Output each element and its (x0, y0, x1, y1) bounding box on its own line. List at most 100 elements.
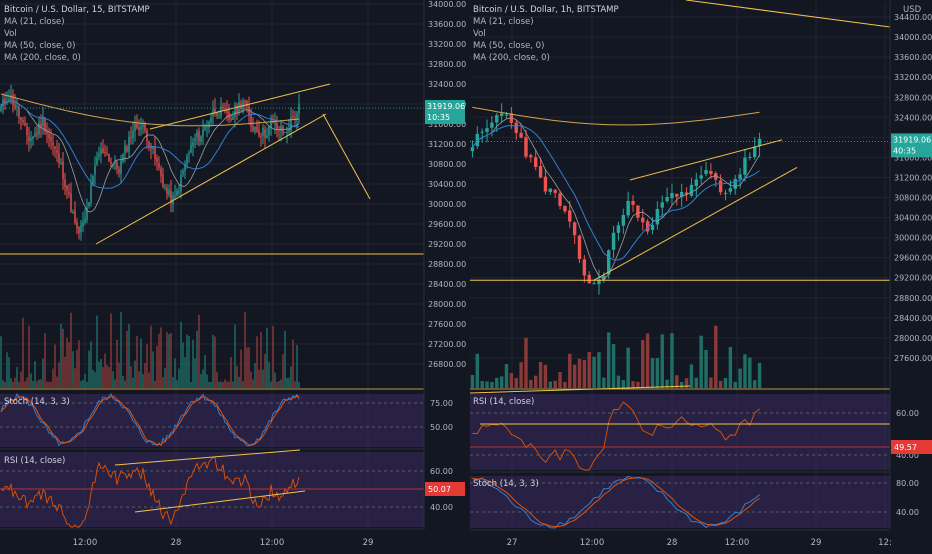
osc-tick-label: 75.00 (430, 399, 453, 408)
volume-bar (665, 379, 669, 388)
volume-bar (78, 340, 80, 388)
volume-bar (268, 362, 270, 388)
oscillator-band (0, 452, 424, 527)
volume-bar (124, 380, 126, 388)
candle (202, 129, 204, 137)
candle (616, 225, 621, 233)
candle (178, 191, 180, 193)
volume-bar (274, 372, 276, 388)
volume-bar (60, 323, 62, 388)
volume-bar (480, 381, 484, 388)
volume-bar (12, 381, 14, 388)
rsi-badge-value: 49.57 (894, 443, 917, 452)
volume-bar (68, 342, 70, 388)
long-trendline[interactable] (685, 0, 891, 28)
candle (553, 189, 557, 193)
volume-bar (14, 377, 16, 388)
candle (88, 202, 90, 207)
volume-bar (194, 358, 196, 388)
volume-bar (270, 381, 272, 388)
candle (733, 178, 737, 189)
candle (606, 250, 611, 275)
rsi-badge-value: 50.07 (428, 485, 451, 494)
y-tick-label: 33600.00 (428, 20, 466, 29)
candle (56, 150, 58, 153)
candle (194, 138, 196, 141)
wedge-lower-trendline[interactable] (95, 113, 327, 245)
rsi-trendline[interactable] (134, 490, 306, 513)
candle (196, 131, 198, 138)
candle (244, 100, 246, 103)
candle (110, 161, 112, 164)
candle (296, 113, 298, 120)
price-badge-countdown: 40:35 (893, 146, 916, 155)
candle (286, 132, 288, 134)
volume-bar (641, 339, 645, 388)
oscillator-band (470, 476, 890, 528)
x-tick-label: 12:00 (260, 538, 285, 548)
volume-bar (470, 374, 475, 388)
candle (230, 118, 232, 120)
wedge-upper-trendline[interactable] (149, 83, 331, 130)
volume-bar (276, 381, 278, 388)
candle (704, 169, 708, 175)
volume-bar (120, 312, 122, 388)
candle (52, 142, 54, 146)
right-legend-ma21: MA (21, close) (473, 17, 534, 27)
volume-bar (597, 352, 601, 388)
volume-bar (160, 327, 162, 388)
projection-line[interactable] (322, 113, 371, 200)
volume-bar (226, 381, 228, 388)
volume-bar (655, 357, 660, 388)
candle (72, 212, 74, 214)
candle (168, 189, 170, 195)
candle (272, 122, 274, 124)
volume-bar (192, 339, 194, 388)
candle (752, 146, 757, 158)
candle (475, 133, 480, 147)
candle (176, 190, 178, 196)
volume-bar (519, 362, 523, 388)
candle (40, 123, 42, 128)
x-tick-label: 27 (507, 538, 518, 548)
candle (529, 155, 533, 158)
candle (182, 171, 184, 174)
volume-bar (278, 380, 280, 388)
candle (602, 275, 606, 280)
candle (582, 259, 587, 276)
y-tick-label: 28000.00 (894, 334, 932, 343)
volume-bar (166, 332, 168, 388)
candle (292, 116, 294, 118)
volume-bar (616, 375, 621, 388)
candle (675, 193, 679, 197)
candle (699, 175, 703, 179)
candle (118, 169, 120, 173)
candle (62, 161, 64, 179)
volume-bar (214, 336, 216, 388)
volume-bar (286, 378, 288, 388)
volume-bar (6, 352, 8, 388)
y-tick-label: 30800.00 (894, 194, 932, 203)
volume-bar (738, 368, 742, 388)
rsi-trendline[interactable] (114, 449, 301, 466)
osc-tick-label: 40.00 (896, 508, 919, 517)
wedge-lower-trendline[interactable] (593, 167, 798, 281)
volume-bar (66, 337, 68, 388)
wedge-upper-trendline[interactable] (629, 139, 783, 181)
volume-bar (288, 377, 290, 388)
volume-bar (699, 335, 703, 388)
volume-bar (88, 350, 90, 388)
candle (548, 188, 553, 193)
y-tick-label: 31200.00 (428, 140, 466, 149)
volume-bar (150, 325, 152, 388)
candle (495, 115, 499, 123)
rsi-trendline[interactable] (469, 385, 691, 394)
rsi-badge (891, 440, 932, 454)
volume-bar (290, 366, 292, 388)
volume-bar (136, 335, 138, 388)
candle (174, 195, 176, 197)
x-tick-label: 12:00 (73, 538, 98, 548)
candle (188, 152, 190, 155)
volume-bar (54, 344, 56, 388)
